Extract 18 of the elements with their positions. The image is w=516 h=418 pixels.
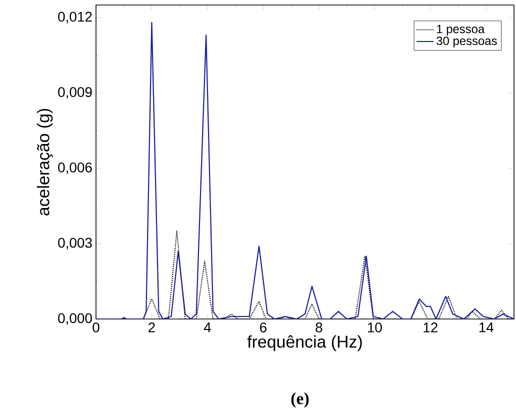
- y-tick-label: 0,000: [58, 313, 92, 325]
- x-axis-title: frequência (Hz): [247, 335, 362, 352]
- text: (e): [291, 392, 309, 408]
- x-tick-label: 14: [479, 322, 494, 332]
- y-tick-label: 0,009: [58, 87, 92, 99]
- y-tick-label: 0,003: [58, 238, 92, 250]
- x-tick-label: 2: [148, 322, 155, 332]
- legend-label: 1 pessoa: [437, 24, 485, 36]
- y-tick-label: 0,006: [58, 162, 92, 174]
- x-tick-label: 12: [424, 322, 438, 332]
- x-tick-label: 6: [260, 322, 266, 332]
- x-tick-label: 8: [316, 322, 322, 332]
- x-tick-label: 0: [92, 322, 100, 332]
- legend-label: 30 pessoas: [436, 36, 497, 48]
- x-tick-label: 4: [204, 322, 211, 332]
- x-tick-label: 10: [368, 322, 382, 332]
- y-axis-title: aceleração (g): [36, 108, 53, 216]
- y-tick-label: 0,012: [58, 12, 92, 24]
